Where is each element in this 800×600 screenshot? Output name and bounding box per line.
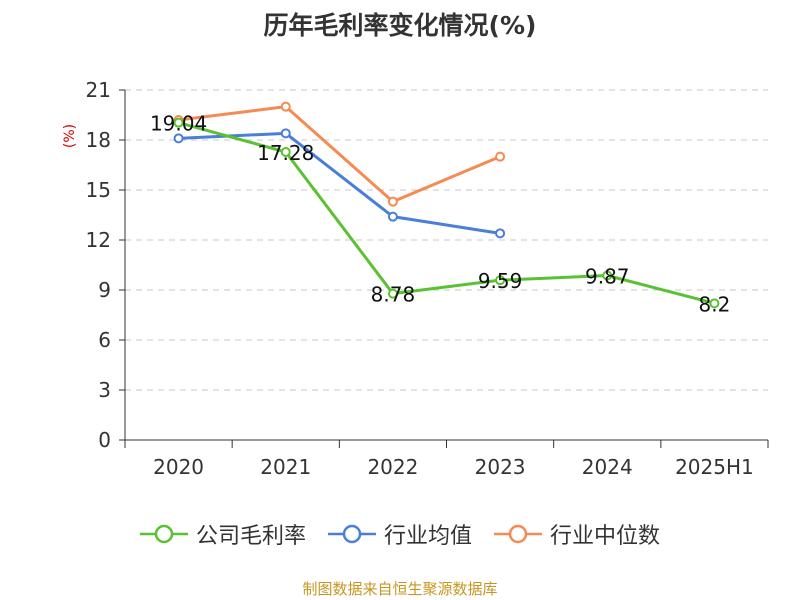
data-labels: 19.04 17.28 8.78 9.59 9.87 8.2 <box>150 112 730 317</box>
legend-item-industry-median[interactable]: 行业中位数 <box>494 518 660 550</box>
x-tick-label-2024: 2024 <box>582 455 633 479</box>
y-tick-label-18: 18 <box>86 128 111 152</box>
series-0-point-2023 <box>495 275 506 286</box>
x-tick-label-2023: 2023 <box>475 455 526 479</box>
y-tick-label-9: 9 <box>98 278 111 302</box>
x-tick-label-2022: 2022 <box>367 455 418 479</box>
series-1-point-2021 <box>280 128 291 139</box>
data-label-2024: 9.87 <box>585 265 630 289</box>
series-1-point-2022 <box>387 211 398 222</box>
grid-lines <box>125 89 768 391</box>
legend-swatch-industry-average <box>327 524 376 544</box>
y-tick-label-3: 3 <box>98 378 111 402</box>
y-tick-label-6: 6 <box>98 328 111 352</box>
data-label-2025H1: 8.2 <box>699 292 731 316</box>
series-0-point-2024 <box>602 270 613 281</box>
y-tick-label-21: 21 <box>86 78 111 102</box>
x-tick-label-2020: 2020 <box>153 455 204 479</box>
data-label-2021: 17.28 <box>257 141 314 165</box>
series-1-line <box>178 131 501 235</box>
y-tick-label-12: 12 <box>86 228 111 252</box>
legend-item-company[interactable]: 公司毛利率 <box>139 518 306 550</box>
data-label-2022: 8.78 <box>371 283 416 307</box>
y-tick-label-0: 0 <box>98 428 111 452</box>
x-tick-label-2025H1: 2025H1 <box>675 455 754 479</box>
legend-label-industry-median: 行业中位数 <box>550 524 661 549</box>
legend-swatch-industry-median <box>494 524 542 544</box>
series-0-point-2022 <box>387 288 398 299</box>
series-0-point-2025H1 <box>709 298 720 309</box>
source-note: 制图数据来自恒生聚源数据库 <box>302 580 498 598</box>
series-2-line <box>178 105 501 204</box>
series-0-line <box>178 121 715 305</box>
legend-item-industry-average[interactable]: 行业均值 <box>327 518 472 550</box>
series-0-point-2021 <box>280 147 291 157</box>
data-label-2023: 9.59 <box>478 269 523 293</box>
series-0-point-2020 <box>173 117 184 128</box>
legend-label-industry-average: 行业均值 <box>383 524 472 549</box>
chart-title: 历年毛利率变化情况(%) <box>263 11 537 40</box>
series-2-point-2022 <box>387 196 398 207</box>
y-tick-label-15: 15 <box>86 178 111 202</box>
series-1-point-2020 <box>173 133 184 144</box>
x-tick-label-2021: 2021 <box>260 455 311 479</box>
legend-label-company: 公司毛利率 <box>195 524 306 549</box>
series-2-point-2021 <box>280 101 291 112</box>
data-label-2020: 19.04 <box>150 112 207 136</box>
axes: 0 3 6 9 12 15 18 21 2020 2021 2022 2023 2024 2025H1 <box>86 78 769 479</box>
series-2-point-2023 <box>495 151 506 162</box>
series-1-point-2023 <box>495 228 506 239</box>
legend-swatch-company <box>139 524 188 544</box>
series-lines <box>173 101 720 309</box>
legend: 公司毛利率 行业均值 行业中位数 <box>0 518 800 550</box>
